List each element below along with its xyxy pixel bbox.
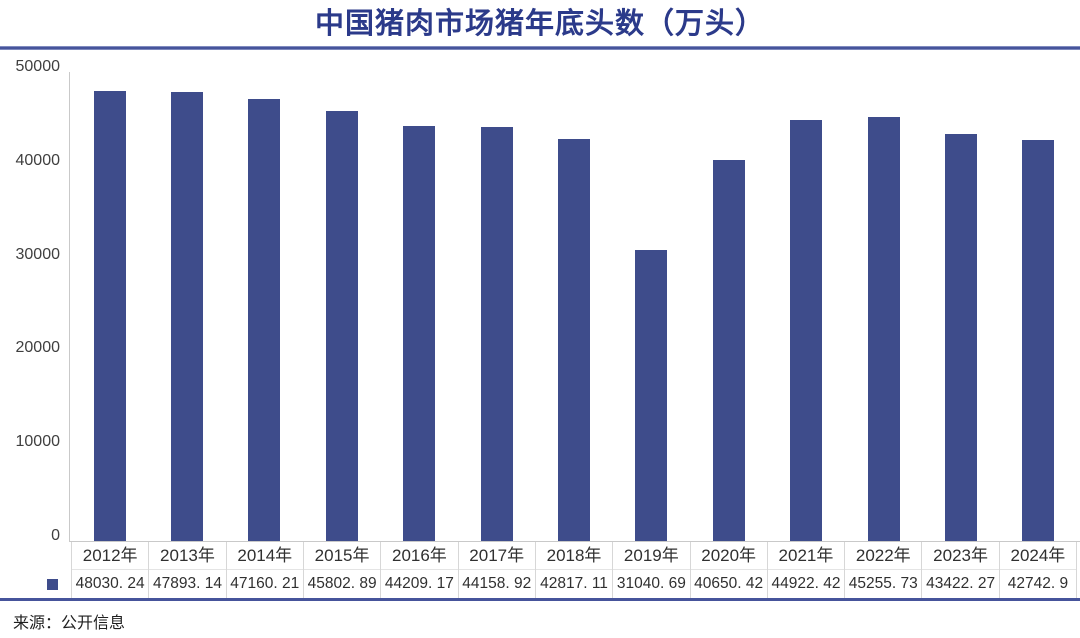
bar-plot-area bbox=[71, 72, 1077, 541]
data-table: 2012年 48030. 24 2013年 47893. 14 2014年 47160. … bbox=[0, 542, 1078, 598]
table-column: 2012年 48030. 24 bbox=[71, 542, 149, 598]
value-cell: 44158. 92 bbox=[462, 575, 532, 592]
bar-2014年 bbox=[248, 98, 281, 541]
y-axis-tick-label: 50000 bbox=[15, 58, 61, 75]
legend-gutter bbox=[0, 542, 71, 598]
y-axis-tick-label: 20000 bbox=[15, 339, 61, 357]
value-cell: 42742. 9 bbox=[1007, 575, 1069, 592]
y-axis-tick-label: 10000 bbox=[15, 433, 61, 451]
chart-title: 中国猪肉市场猪年底头数（万头） bbox=[314, 8, 765, 40]
y-axis-line bbox=[69, 72, 70, 542]
table-column: 2023年 43422. 27 bbox=[921, 542, 999, 598]
table-column: 2015年 45802. 89 bbox=[302, 542, 381, 598]
bar-2024年 bbox=[1022, 140, 1055, 541]
value-cell: 47893. 14 bbox=[152, 575, 222, 592]
value-cell: 45802. 89 bbox=[307, 575, 377, 592]
x-tick-label: 2024年 bbox=[999, 542, 1077, 570]
x-tick-label: 2019年 bbox=[613, 542, 690, 570]
value-cell: 42817. 11 bbox=[540, 575, 608, 592]
y-axis: 0 10000 20000 30000 40000 50000 bbox=[0, 0, 61, 560]
table-column: 2017年 44158. 92 bbox=[457, 542, 535, 598]
bottom-divider bbox=[0, 598, 1080, 601]
bar-2015年 bbox=[325, 111, 358, 541]
bar-2022年 bbox=[867, 116, 900, 541]
value-cell: 47160. 21 bbox=[230, 575, 300, 592]
y-axis-tick-label: 30000 bbox=[15, 245, 61, 263]
value-cell: 48030. 24 bbox=[75, 575, 145, 592]
x-tick-label: 2020年 bbox=[690, 542, 767, 570]
table-column: 2019年 31040. 69 bbox=[612, 542, 690, 598]
value-cell: 43422. 27 bbox=[926, 575, 996, 592]
bar-2016年 bbox=[403, 126, 436, 541]
x-tick-label: 2021年 bbox=[767, 542, 845, 570]
bar-2013年 bbox=[171, 91, 204, 541]
x-tick-label: 2012年 bbox=[72, 542, 149, 570]
series-legend-swatch-icon bbox=[47, 578, 58, 590]
x-axis-line bbox=[69, 541, 1080, 542]
bar-2019年 bbox=[635, 249, 668, 541]
table-column: 2022年 45255. 73 bbox=[844, 542, 922, 598]
table-column: 2020年 40650. 42 bbox=[689, 542, 767, 598]
bar-2017年 bbox=[480, 126, 513, 541]
x-tick-label: 2022年 bbox=[845, 542, 922, 570]
value-cell: 31040. 69 bbox=[616, 575, 686, 592]
bar-2023年 bbox=[944, 133, 977, 541]
table-column: 2014年 47160. 21 bbox=[225, 542, 303, 598]
y-axis-tick-label: 40000 bbox=[15, 151, 61, 169]
table-column: 2016年 44209. 17 bbox=[380, 542, 458, 598]
table-column: 2013年 47893. 14 bbox=[148, 542, 226, 598]
x-tick-label: 2023年 bbox=[922, 542, 999, 570]
x-tick-label: 2014年 bbox=[226, 542, 303, 570]
x-tick-label: 2017年 bbox=[458, 542, 535, 570]
table-column: 2021年 44922. 42 bbox=[766, 542, 845, 598]
x-tick-label: 2018年 bbox=[535, 542, 613, 570]
title-divider bbox=[0, 46, 1080, 50]
y-axis-tick-label: 0 bbox=[51, 527, 60, 544]
x-tick-label: 2013年 bbox=[149, 542, 226, 570]
bar-2012年 bbox=[93, 90, 126, 541]
bar-2020年 bbox=[712, 159, 745, 541]
bar-2018年 bbox=[558, 139, 590, 541]
table-column: 2018年 42817. 11 bbox=[534, 542, 613, 598]
x-tick-label: 2015年 bbox=[303, 542, 381, 570]
bar-2021年 bbox=[790, 119, 823, 541]
table-column: 2024年 42742. 9 bbox=[998, 542, 1078, 598]
value-cell: 45255. 73 bbox=[848, 575, 918, 592]
x-tick-label: 2016年 bbox=[381, 542, 458, 570]
value-cell: 44209. 17 bbox=[384, 575, 454, 592]
value-cell: 44922. 42 bbox=[771, 575, 841, 592]
value-cell: 40650. 42 bbox=[694, 575, 764, 592]
source-note: 来源：公开信息 bbox=[13, 615, 126, 632]
